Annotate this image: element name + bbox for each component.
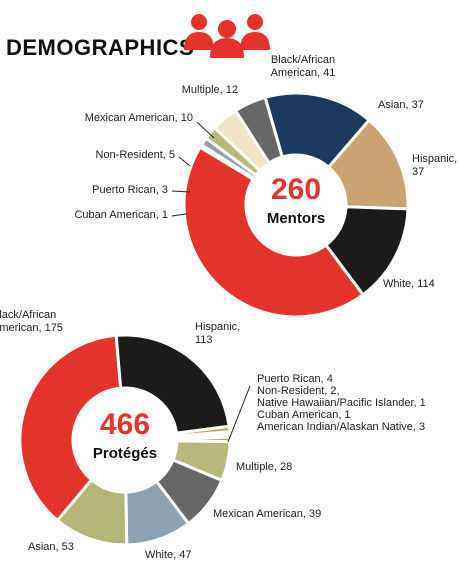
slice-label-line: Asian, 37 — [378, 99, 424, 111]
slice-label: American Indian/Alaskan Native, 3 — [257, 421, 425, 433]
slice-label: Asian, 37 — [378, 99, 424, 111]
slice-label: Puerto Rican, 4 — [257, 373, 333, 385]
leader-line — [228, 386, 250, 442]
slice-label-line: Hispanic, — [412, 153, 457, 165]
slice-label-line: 113 — [195, 334, 213, 346]
people-icon — [184, 14, 270, 58]
slice-label-line: Puerto Rican, 4 — [257, 373, 333, 385]
slice-label-line: Cuban American, 1 — [257, 409, 351, 421]
slice-label: White, 47 — [145, 549, 191, 561]
slice-label-line: Puerto Rican, 3 — [92, 184, 168, 196]
slice-label: Hispanic,113 — [195, 321, 240, 346]
slice-label-line: Hispanic, — [195, 321, 240, 333]
center-value: 466 — [100, 408, 150, 441]
slice-label: Cuban American, 1 — [74, 209, 168, 221]
slice-label: Mexican American, 39 — [213, 508, 321, 520]
slice-label-line: American, 41 — [271, 67, 336, 79]
slice-label-line: Non-Resident, 2, — [257, 385, 340, 397]
slice-label: Native Hawaiian/Pacific Islander, 1 — [257, 397, 426, 409]
slice-label-line: Black/African — [0, 309, 56, 321]
center-label: Mentors — [267, 210, 325, 227]
slice-label-line: Asian, 53 — [28, 541, 74, 553]
slice-label-line: Native Hawaiian/Pacific Islander, 1 — [257, 397, 426, 409]
slice-label-line: White, 47 — [145, 549, 191, 561]
page-title: DEMOGRAPHICS — [6, 35, 194, 60]
slice-label-line: American, 175 — [0, 322, 63, 334]
center-label: Protégés — [93, 445, 157, 462]
slice-label-line: Non-Resident, 5 — [96, 149, 176, 161]
leader-line — [179, 157, 190, 166]
center-value: 260 — [271, 173, 321, 206]
slice-label: Non-Resident, 2, — [257, 385, 340, 397]
page: DEMOGRAPHICS Black/AfricanAmerican, 41As… — [0, 0, 459, 567]
slice-label: Non-Resident, 5 — [96, 149, 176, 161]
slice-label: White, 114 — [383, 278, 435, 290]
slice-label-line: American Indian/Alaskan Native, 3 — [257, 421, 425, 433]
slice-label: Cuban American, 1 — [257, 409, 351, 421]
slice-label-line: White, 114 — [383, 278, 435, 290]
slice-label-line: Mexican American, 39 — [213, 508, 321, 520]
infographic: DEMOGRAPHICS Black/AfricanAmerican, 41As… — [0, 0, 459, 567]
slice-label-line: Mexican American, 10 — [85, 112, 193, 124]
slice-label: Multiple, 12 — [182, 84, 238, 96]
slice-label-line: Multiple, 12 — [182, 84, 238, 96]
slice-label-line: Multiple, 28 — [236, 461, 292, 473]
slice-label-line: 37 — [412, 166, 424, 178]
slice-label-line: Black/African — [271, 54, 335, 66]
slice-label: Puerto Rican, 3 — [92, 184, 168, 196]
slice-label: Hispanic,37 — [412, 153, 457, 178]
slice-label: Mexican American, 10 — [85, 112, 193, 124]
slice-label-line: Cuban American, 1 — [74, 209, 168, 221]
slice-label: Multiple, 28 — [236, 461, 292, 473]
slice-label: Asian, 53 — [28, 541, 74, 553]
